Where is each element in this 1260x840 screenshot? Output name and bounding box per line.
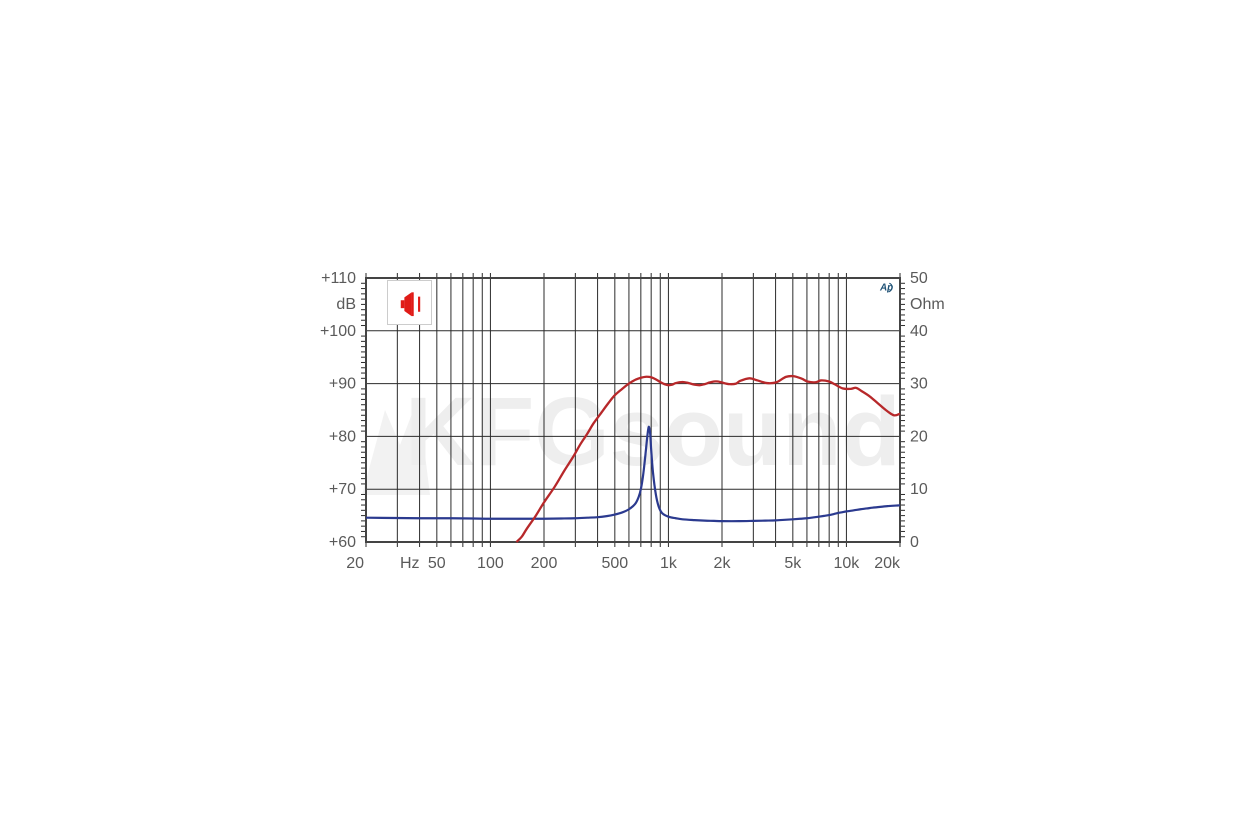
svg-text:20: 20 bbox=[346, 555, 364, 572]
svg-text:40: 40 bbox=[910, 323, 928, 340]
svg-text:+80: +80 bbox=[329, 428, 356, 445]
svg-text:dB: dB bbox=[336, 296, 356, 313]
svg-text:Ohm: Ohm bbox=[910, 296, 945, 313]
svg-text:1k: 1k bbox=[660, 555, 678, 572]
svg-text:+110: +110 bbox=[321, 270, 356, 287]
svg-text:+60: +60 bbox=[329, 534, 356, 551]
svg-text:200: 200 bbox=[531, 555, 558, 572]
svg-text:20: 20 bbox=[910, 428, 928, 445]
svg-text:+70: +70 bbox=[329, 481, 356, 498]
svg-text:50: 50 bbox=[428, 555, 446, 572]
svg-text:5k: 5k bbox=[784, 555, 802, 572]
svg-text:100: 100 bbox=[477, 555, 504, 572]
svg-text:+100: +100 bbox=[320, 323, 356, 340]
svg-text:10k: 10k bbox=[834, 555, 861, 572]
svg-text:0: 0 bbox=[910, 534, 919, 551]
svg-text:10: 10 bbox=[910, 481, 928, 498]
svg-text:2k: 2k bbox=[714, 555, 732, 572]
svg-text:30: 30 bbox=[910, 376, 928, 393]
svg-text:20k: 20k bbox=[874, 555, 901, 572]
svg-text:50: 50 bbox=[910, 270, 928, 287]
svg-text:+90: +90 bbox=[329, 376, 356, 393]
svg-text:500: 500 bbox=[601, 555, 628, 572]
svg-text:Hz: Hz bbox=[400, 555, 420, 572]
